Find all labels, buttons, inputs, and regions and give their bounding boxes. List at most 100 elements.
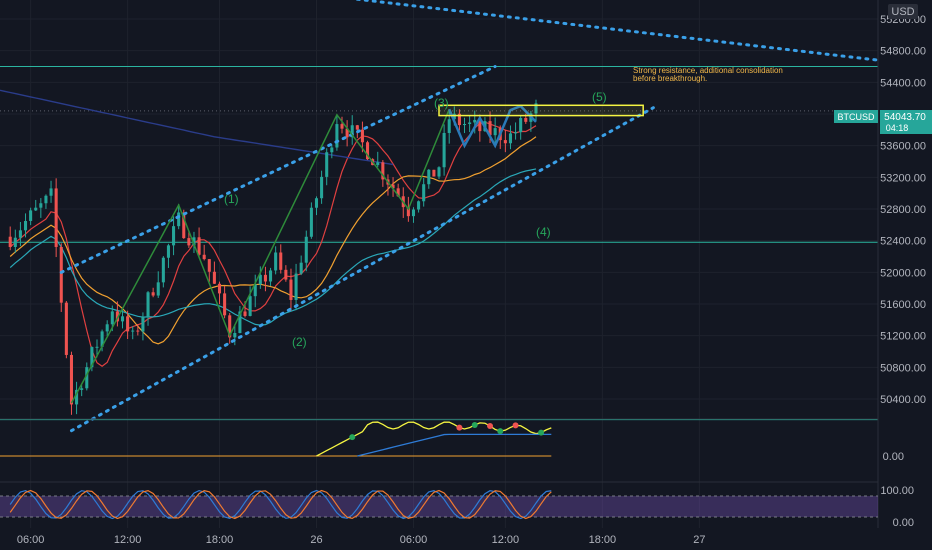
candle-body	[120, 316, 125, 322]
candle-countdown: 04:18	[886, 123, 909, 133]
candle-body	[427, 169, 431, 185]
candle-body	[44, 195, 48, 204]
last-price-value: 54043.70	[884, 112, 926, 123]
time-tick: 18:00	[589, 534, 617, 546]
channel-upper-line	[59, 65, 497, 274]
candle-body	[488, 121, 492, 136]
wave-label-3: (3)	[434, 96, 449, 110]
candle-body	[340, 124, 344, 129]
candle-body	[524, 118, 528, 122]
candle-body	[131, 330, 135, 332]
candle-body	[279, 252, 283, 270]
last-price-tag	[880, 110, 932, 134]
osc1-slow-line	[357, 433, 552, 457]
candle-body	[59, 246, 63, 303]
wave-label-1: (1)	[224, 192, 239, 206]
candle-body	[223, 293, 227, 316]
candle-body	[263, 274, 267, 282]
channel-lower-line	[69, 106, 655, 433]
candle-body	[345, 128, 349, 138]
candle-body	[462, 124, 467, 126]
candle-body	[447, 119, 451, 133]
candle-body	[192, 237, 196, 246]
currency-label: USD	[891, 6, 914, 18]
candle-body	[503, 140, 507, 144]
oscillator-1: 0.00	[0, 421, 904, 463]
candle-body	[23, 220, 28, 231]
candle-body	[166, 245, 170, 258]
candle-body	[80, 388, 84, 390]
symbol-tag	[834, 110, 878, 123]
candle-body	[468, 122, 472, 125]
candle-body	[253, 284, 257, 297]
descending-trend-line	[356, 0, 880, 62]
candle-body	[136, 330, 140, 332]
price-scale[interactable]: 55200.0054800.0054400.0054000.0053600.00…	[880, 14, 926, 406]
candle-body	[452, 113, 456, 120]
currency-badge[interactable]	[888, 4, 918, 19]
time-tick: 26	[310, 534, 322, 546]
symbol-tag-text: BTCUSD	[837, 112, 875, 122]
candle-body	[508, 133, 512, 144]
candle-body	[411, 209, 416, 217]
candle-body	[146, 292, 150, 317]
oscillator-2: 100.00 0.00	[0, 485, 914, 529]
candle-body	[478, 119, 482, 132]
price-tick: 53600.00	[880, 141, 926, 153]
candle-body	[422, 184, 426, 202]
candle-body	[39, 203, 43, 208]
drawings	[0, 0, 880, 528]
candle-body	[309, 207, 313, 237]
candle-body	[141, 316, 145, 332]
candle-body	[381, 162, 385, 180]
candle-body	[29, 210, 33, 221]
time-scale[interactable]: 06:00 12:00 18:00 26 06:00 12:00 18:00 27	[17, 534, 706, 546]
price-tick: 53200.00	[880, 172, 926, 184]
candle-body	[442, 132, 446, 168]
candle-body	[534, 103, 538, 114]
ema-mid-line	[9, 136, 537, 345]
candle-body	[330, 147, 334, 153]
price-tick: 52000.00	[880, 267, 926, 279]
osc2-k-line	[9, 489, 552, 520]
annotation-line-1: Strong resistance, additional consolidat…	[633, 66, 783, 75]
time-tick: 06:00	[400, 534, 428, 546]
price-tick: 54400.00	[880, 77, 926, 89]
candle-body	[396, 188, 400, 197]
candle-body	[258, 274, 262, 285]
time-tick: 12:00	[114, 534, 142, 546]
wave-label-5: (5)	[592, 90, 607, 104]
time-tick: 18:00	[206, 534, 234, 546]
candles	[8, 99, 538, 415]
osc2-d-line	[9, 489, 552, 520]
annotation-line-2: before breakthrough.	[633, 74, 707, 83]
osc1-fast-line	[316, 421, 552, 457]
candle-body	[100, 331, 104, 347]
candle-body	[8, 236, 12, 247]
candle-body	[406, 207, 410, 217]
price-tick: 52400.00	[880, 236, 926, 248]
candle-body	[473, 119, 477, 123]
horizontal-levels	[0, 66, 878, 421]
osc1-cross-marker	[456, 424, 463, 431]
candle-body	[49, 188, 53, 196]
osc1-tick: 0.00	[883, 451, 904, 463]
candle-body	[34, 207, 38, 211]
candle-body	[299, 262, 303, 274]
candle-body	[69, 354, 73, 405]
candle-body	[75, 389, 79, 405]
candle-body	[64, 302, 68, 355]
candle-body	[177, 212, 181, 227]
candle-body	[207, 259, 211, 272]
candle-body	[314, 198, 319, 208]
candle-body	[437, 167, 441, 177]
osc1-cross-marker	[349, 434, 356, 441]
candle-body	[289, 279, 293, 300]
candle-body	[238, 311, 242, 334]
candle-body	[325, 152, 329, 177]
candle-body	[519, 118, 523, 133]
candle-body	[335, 124, 339, 148]
candle-body	[376, 162, 380, 166]
